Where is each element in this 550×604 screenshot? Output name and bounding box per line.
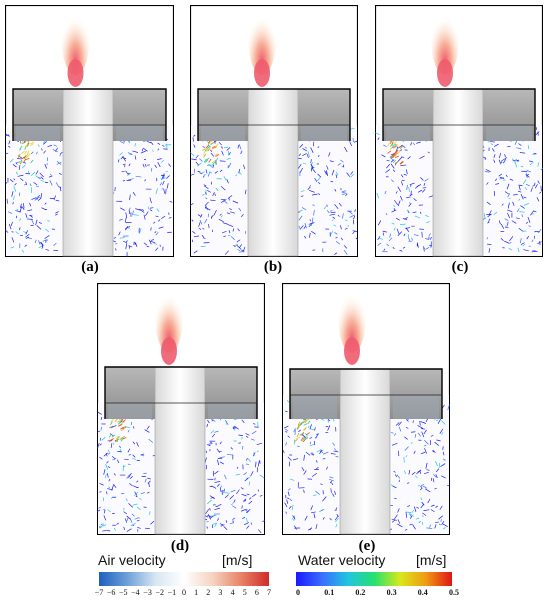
air-velocity-tick: 1 bbox=[194, 588, 199, 597]
air-velocity-tick: −1 bbox=[167, 588, 177, 597]
water-velocity-tick: 0.2 bbox=[355, 588, 366, 597]
air-velocity-tick: 4 bbox=[230, 588, 235, 597]
panel-c bbox=[375, 5, 543, 257]
air-velocity-title: Air velocity bbox=[98, 552, 166, 568]
water-velocity-tick: 0.4 bbox=[417, 588, 428, 597]
air-velocity-tick: −4 bbox=[131, 588, 140, 597]
air-velocity-tick: −3 bbox=[143, 588, 152, 597]
panel-label-a: (a) bbox=[81, 259, 99, 275]
water-velocity-tick: 0.3 bbox=[386, 588, 397, 597]
air-velocity-colorbar bbox=[99, 572, 269, 586]
water-velocity-tick: 0 bbox=[296, 588, 300, 597]
panel-a bbox=[5, 5, 174, 257]
air-velocity-tick: 5 bbox=[242, 588, 247, 597]
panel-label-d: (d) bbox=[170, 538, 190, 554]
water-velocity-tick: 0.5 bbox=[449, 588, 459, 597]
panel-b bbox=[190, 5, 358, 257]
air-velocity-tick: 7 bbox=[267, 588, 271, 597]
panel-label-c: (c) bbox=[451, 259, 469, 275]
air-velocity-tick: −7 bbox=[94, 588, 104, 597]
water-velocity-tick: 0.1 bbox=[324, 588, 335, 597]
water-velocity-colorbar bbox=[296, 572, 452, 586]
panel-label-b: (b) bbox=[263, 259, 283, 275]
air-velocity-tick: −5 bbox=[119, 588, 128, 597]
air-velocity-tick: 6 bbox=[254, 588, 259, 597]
air-velocity-unit: [m/s] bbox=[222, 552, 253, 568]
air-velocity-tick: 3 bbox=[218, 588, 223, 597]
panel-e bbox=[282, 283, 450, 535]
panel-d bbox=[97, 283, 265, 535]
panel-label-e: (e) bbox=[358, 538, 376, 554]
air-velocity-tick: −6 bbox=[106, 588, 116, 597]
air-velocity-tick: 0 bbox=[182, 588, 186, 597]
air-velocity-tick: −2 bbox=[155, 588, 164, 597]
air-velocity-tick: 2 bbox=[206, 588, 211, 597]
water-velocity-title: Water velocity bbox=[298, 552, 386, 568]
water-velocity-unit: [m/s] bbox=[416, 552, 447, 568]
